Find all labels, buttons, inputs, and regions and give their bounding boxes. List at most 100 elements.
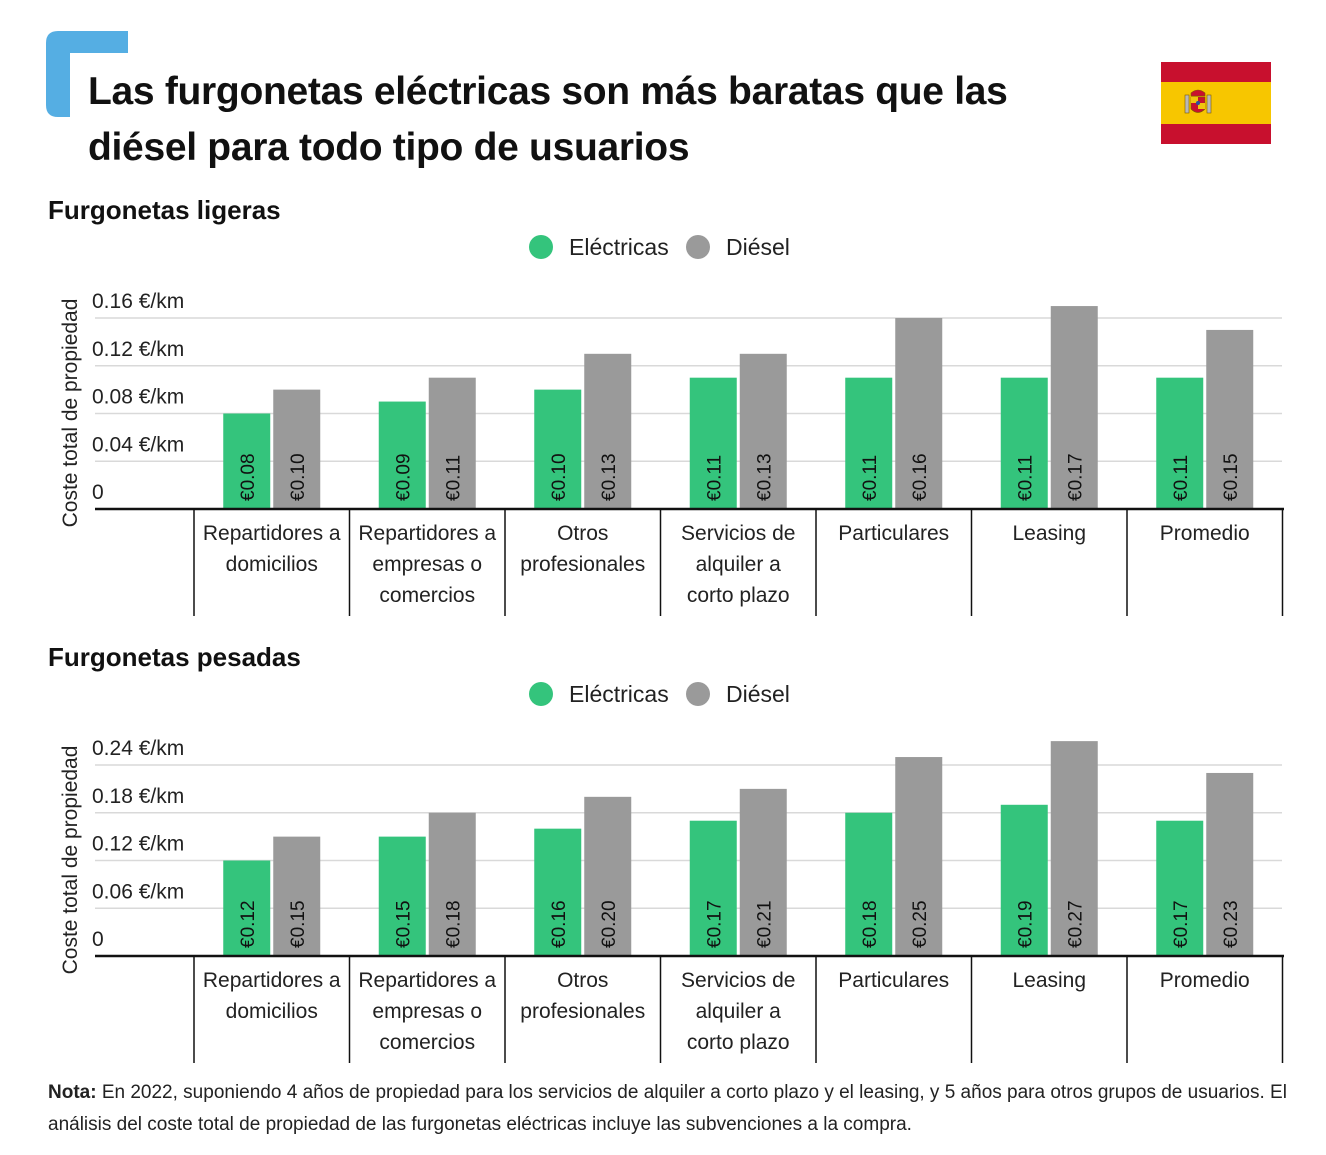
- bar-label-electric-4: €0.18: [860, 900, 881, 948]
- y-tick-label: 0.16 €/km: [92, 290, 184, 313]
- x-tick-label-line: profesionales: [520, 1000, 645, 1023]
- x-tick-label-line: Repartidores a: [203, 522, 341, 545]
- legend: Eléctricas Diésel: [529, 234, 790, 260]
- x-tick-label-line: Promedio: [1160, 969, 1250, 992]
- bar-label-electric-2: €0.10: [549, 453, 570, 501]
- x-tick-label-line: empresas o: [372, 1000, 482, 1023]
- accent-corner-icon: [46, 31, 128, 117]
- x-tick-label-3: Servicios de alquiler a corto plazo: [681, 522, 795, 607]
- chart-title: Furgonetas ligeras: [48, 195, 281, 225]
- bar-diesel-0: [273, 836, 321, 956]
- legend-marker-0: [529, 682, 553, 706]
- bar-electric-0: [223, 413, 271, 509]
- x-tick-label-line: Servicios de: [681, 969, 795, 992]
- bar-diesel-3: [739, 788, 787, 956]
- bar-diesel-5: [1050, 306, 1098, 509]
- x-tick-label-line: alquiler a: [696, 553, 782, 576]
- x-tick-label-line: domicilios: [226, 553, 318, 576]
- chart-title: Furgonetas pesadas: [48, 642, 301, 672]
- y-tick-label: 0.04 €/km: [92, 433, 184, 456]
- bar-label-diesel-3: €0.13: [754, 453, 775, 501]
- x-tick-label-3: Servicios de alquiler a corto plazo: [681, 969, 795, 1054]
- bar-electric-0: [223, 860, 271, 956]
- x-tick-label-4: Particulares: [838, 969, 949, 992]
- chart-heavy-vans-svg: Furgonetas pesadas Eléctricas Diésel 0 0.06 …: [48, 642, 1284, 1063]
- bar-diesel-6: [1206, 329, 1254, 509]
- bar-label-electric-1: €0.09: [393, 453, 414, 501]
- x-tick-label-5: Leasing: [1012, 522, 1086, 545]
- bar-label-diesel-2: €0.20: [599, 900, 620, 948]
- bar-electric-5: [1000, 377, 1048, 509]
- bar-label-electric-3: €0.17: [704, 900, 725, 948]
- bar-diesel-0: [273, 389, 321, 509]
- bar-label-diesel-2: €0.13: [599, 453, 620, 501]
- bar-electric-2: [534, 828, 582, 956]
- note-label: Nota:: [48, 1082, 97, 1103]
- x-tick-label-line: Repartidores a: [203, 969, 341, 992]
- bar-label-diesel-4: €0.25: [910, 900, 931, 948]
- bar-electric-6: [1156, 377, 1204, 509]
- legend: Eléctricas Diésel: [529, 681, 790, 707]
- legend-label-0: Eléctricas: [569, 234, 669, 260]
- y-tick-label: 0.12 €/km: [92, 338, 184, 361]
- bar-electric-3: [689, 377, 737, 509]
- x-tick-label-2: Otros profesionales: [520, 522, 645, 576]
- bar-diesel-2: [584, 796, 632, 956]
- x-tick-label-0: Repartidores a domicilios: [203, 522, 341, 576]
- bar-label-electric-2: €0.16: [549, 900, 570, 948]
- legend-label-1: Diésel: [726, 681, 790, 707]
- legend-label-1: Diésel: [726, 234, 790, 260]
- x-tick-label-line: corto plazo: [687, 584, 790, 607]
- legend-marker-1: [686, 235, 710, 259]
- y-tick-label: 0.18 €/km: [92, 785, 184, 808]
- bar-label-diesel-0: €0.10: [288, 453, 309, 501]
- x-tick-label-0: Repartidores a domicilios: [203, 969, 341, 1023]
- spain-flag-icon: [1161, 62, 1271, 144]
- legend-marker-1: [686, 682, 710, 706]
- bar-diesel-6: [1206, 772, 1254, 956]
- x-tick-label-line: Particulares: [838, 522, 949, 545]
- bar-label-electric-0: €0.12: [238, 900, 259, 948]
- x-tick-label-6: Promedio: [1160, 522, 1250, 545]
- y-tick-label: 0.24 €/km: [92, 737, 184, 760]
- bar-label-electric-5: €0.19: [1015, 900, 1036, 948]
- bar-label-electric-6: €0.17: [1171, 900, 1192, 948]
- bar-diesel-4: [895, 757, 943, 956]
- x-tick-label-line: empresas o: [372, 553, 482, 576]
- legend-marker-0: [529, 235, 553, 259]
- chart-light-vans-svg: Furgonetas ligeras Eléctricas Diésel 0 0.04 …: [48, 195, 1284, 616]
- bar-electric-5: [1000, 804, 1048, 956]
- bar-label-diesel-5: €0.17: [1065, 453, 1086, 501]
- bar-label-diesel-5: €0.27: [1065, 900, 1086, 948]
- bar-diesel-3: [739, 353, 787, 509]
- x-tick-label-5: Leasing: [1012, 969, 1086, 992]
- bar-diesel-1: [428, 377, 476, 509]
- x-tick-label-line: profesionales: [520, 553, 645, 576]
- bar-electric-1: [378, 401, 426, 509]
- bar-diesel-4: [895, 318, 943, 509]
- x-tick-label-line: comercios: [379, 584, 475, 607]
- x-tick-label-2: Otros profesionales: [520, 969, 645, 1023]
- legend-label-0: Eléctricas: [569, 681, 669, 707]
- bar-label-diesel-1: €0.11: [443, 455, 464, 501]
- bar-electric-6: [1156, 820, 1204, 956]
- bar-label-electric-5: €0.11: [1015, 455, 1036, 501]
- bar-label-diesel-0: €0.15: [288, 900, 309, 948]
- x-tick-label-line: Repartidores a: [358, 522, 496, 545]
- bar-label-diesel-4: €0.16: [910, 453, 931, 501]
- y-tick-label: 0: [92, 928, 104, 951]
- y-axis-label: Coste total de propiedad: [59, 746, 82, 975]
- bar-electric-3: [689, 820, 737, 956]
- x-tick-label-1: Repartidores a empresas o comercios: [358, 969, 496, 1054]
- bar-electric-2: [534, 389, 582, 509]
- x-tick-label-line: domicilios: [226, 1000, 318, 1023]
- bar-label-diesel-1: €0.18: [443, 900, 464, 948]
- y-axis-label: Coste total de propiedad: [59, 299, 82, 528]
- x-tick-label-line: Repartidores a: [358, 969, 496, 992]
- y-tick-label: 0.12 €/km: [92, 833, 184, 856]
- x-tick-label-line: corto plazo: [687, 1031, 790, 1054]
- x-tick-label-1: Repartidores a empresas o comercios: [358, 522, 496, 607]
- bar-label-diesel-6: €0.23: [1221, 900, 1242, 948]
- x-tick-label-line: Promedio: [1160, 522, 1250, 545]
- x-tick-label-line: Otros: [557, 969, 608, 992]
